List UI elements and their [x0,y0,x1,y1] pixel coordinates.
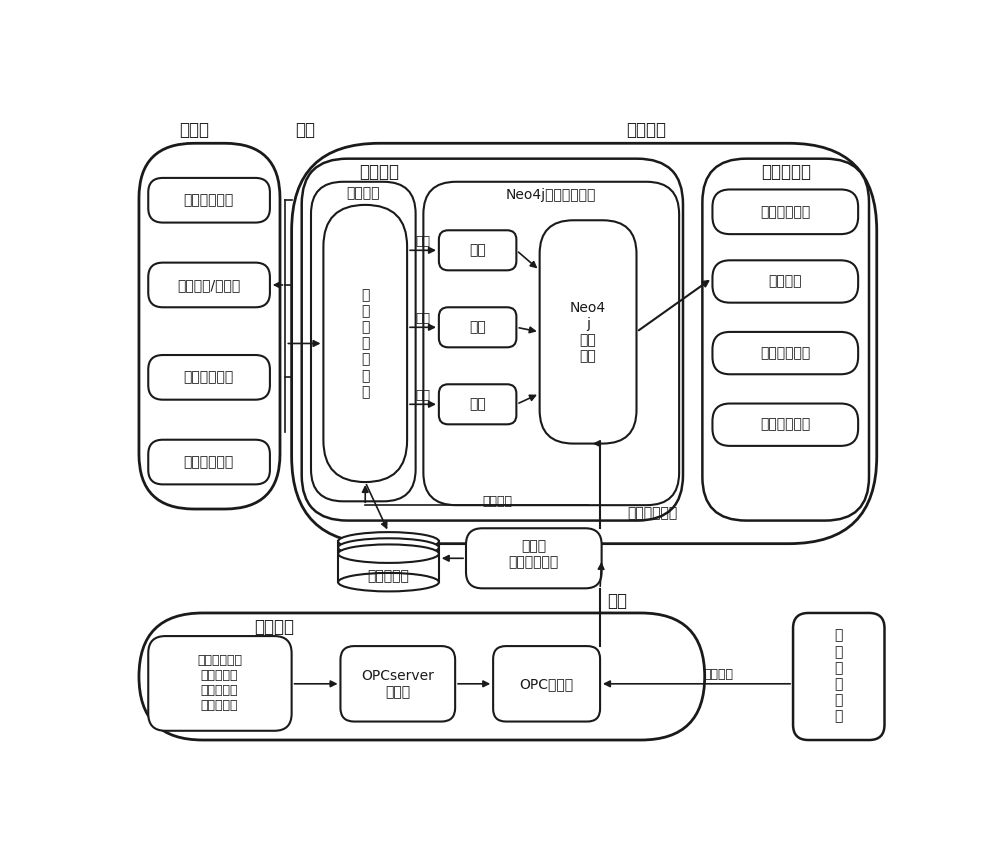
Text: Neo4j信息检索模块: Neo4j信息检索模块 [506,188,596,202]
FancyBboxPatch shape [712,332,858,374]
Text: 遍历: 遍历 [469,243,486,257]
Text: 动力就绪/不就绪: 动力就绪/不就绪 [177,278,240,292]
Ellipse shape [338,544,439,563]
FancyBboxPatch shape [466,528,602,589]
Text: 资源使用请求: 资源使用请求 [184,193,234,207]
Text: 动力现场: 动力现场 [255,618,295,636]
Text: 拓扑结构视图: 拓扑结构视图 [760,205,810,219]
Text: Neo4
j
拓扑
结构: Neo4 j 拓扑 结构 [570,300,606,363]
Ellipse shape [338,532,439,551]
FancyBboxPatch shape [139,143,280,509]
FancyBboxPatch shape [302,159,683,521]
Text: 返回结果: 返回结果 [482,495,512,508]
Text: 压缩机采集器
罐群采集器
管线采集器
阀门采集器: 压缩机采集器 罐群采集器 管线采集器 阀门采集器 [197,654,242,712]
Text: 控制指令: 控制指令 [703,668,733,681]
FancyBboxPatch shape [148,355,270,399]
FancyBboxPatch shape [148,262,270,307]
FancyBboxPatch shape [540,220,637,443]
FancyBboxPatch shape [712,189,858,234]
Text: 算法集成: 算法集成 [347,187,380,200]
Text: OPC客户端: OPC客户端 [520,677,574,690]
Text: OPCserver
服务器: OPCserver 服务器 [361,669,434,699]
Text: 测点状态更新: 测点状态更新 [627,506,677,520]
FancyBboxPatch shape [148,636,292,731]
FancyBboxPatch shape [323,205,407,482]
FancyBboxPatch shape [439,307,516,347]
Bar [338,542,439,582]
Text: 调度中心: 调度中心 [359,163,399,181]
Text: 远
程
指
挥
调
度: 远 程 指 挥 调 度 [835,628,843,723]
FancyBboxPatch shape [493,646,600,722]
Text: 调
度
算
法
／
规
则: 调 度 算 法 ／ 规 则 [361,288,369,399]
Text: 消耗计量统计: 消耗计量统计 [760,346,810,360]
Text: 中心数据库: 中心数据库 [368,569,409,583]
FancyBboxPatch shape [712,404,858,446]
FancyBboxPatch shape [439,230,516,270]
Text: 接口: 接口 [607,592,627,611]
Text: 解锁: 解锁 [469,397,486,411]
Text: 动力调度: 动力调度 [626,121,666,139]
Text: 请求: 请求 [416,235,431,248]
Text: 风洞群: 风洞群 [179,121,209,139]
FancyBboxPatch shape [340,646,455,722]
FancyBboxPatch shape [793,613,885,740]
Text: 违规统计: 违规统计 [769,274,802,288]
Text: 信息可视化: 信息可视化 [761,163,811,181]
FancyBboxPatch shape [148,178,270,223]
FancyBboxPatch shape [148,440,270,484]
Text: 资源使用结束: 资源使用结束 [184,455,234,469]
FancyBboxPatch shape [712,261,858,303]
Ellipse shape [338,538,439,557]
FancyBboxPatch shape [139,613,705,740]
Text: 压缩机
参数处理模块: 压缩机 参数处理模块 [509,539,559,569]
FancyBboxPatch shape [702,159,869,521]
Text: 信息日志管理: 信息日志管理 [760,417,810,431]
FancyBboxPatch shape [292,143,877,543]
Text: 资源使用开始: 资源使用开始 [184,370,234,384]
Ellipse shape [338,573,439,591]
Text: 结束: 结束 [416,389,431,402]
Text: 接口: 接口 [295,121,315,139]
FancyBboxPatch shape [311,182,416,501]
FancyBboxPatch shape [439,384,516,425]
FancyBboxPatch shape [423,182,679,505]
Text: 锁定: 锁定 [469,320,486,335]
Text: 开始: 开始 [416,312,431,325]
